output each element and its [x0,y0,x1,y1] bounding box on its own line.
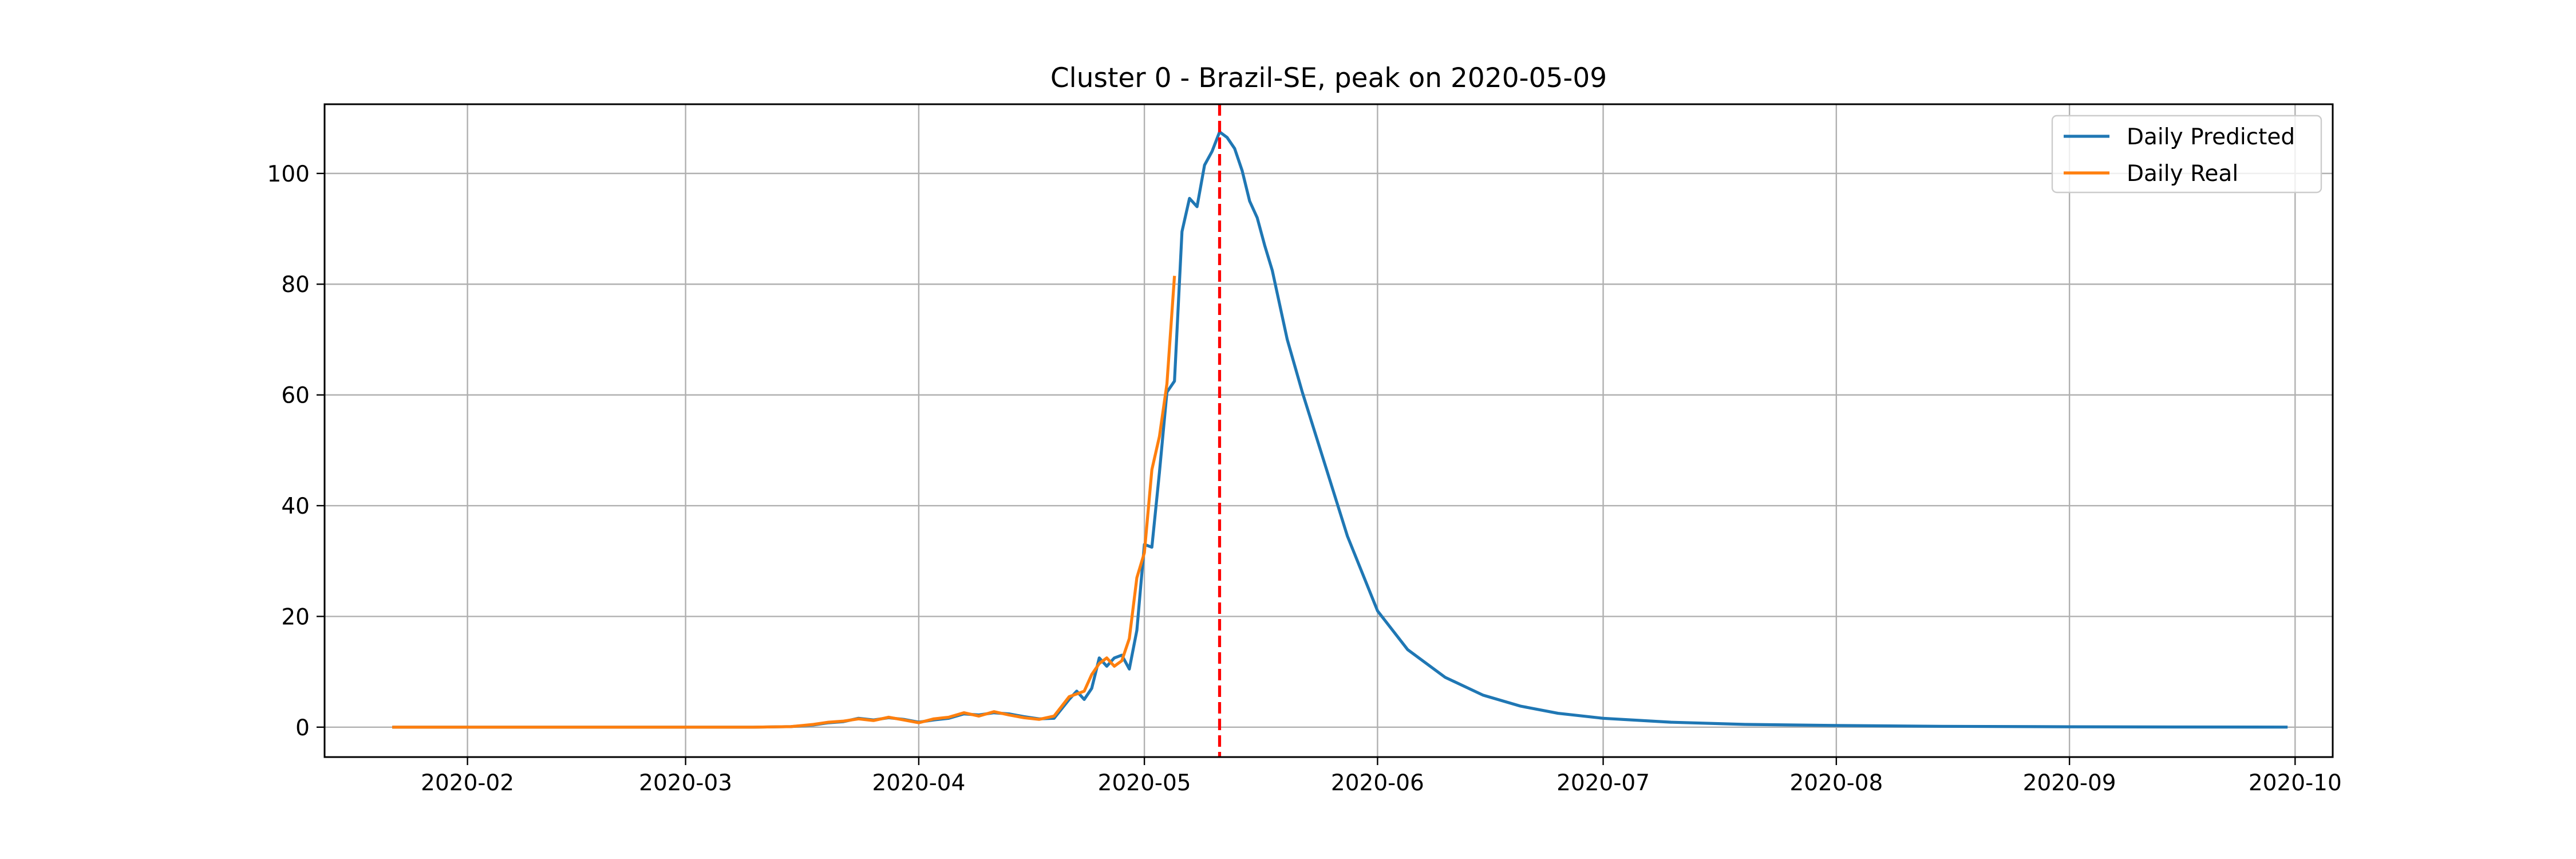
legend-label: Daily Real [2127,161,2238,187]
y-tick-label: 60 [281,383,310,409]
legend-label: Daily Predicted [2127,124,2295,150]
x-tick-label: 2020-02 [421,770,514,796]
legend-box [2051,115,2322,194]
x-tick-label: 2020-08 [1789,770,1883,796]
x-tick-label: 2020-03 [639,770,732,796]
y-tick-label: 0 [295,715,310,741]
plot-area [392,104,2288,757]
x-tick-label: 2020-07 [1556,770,1650,796]
x-axis: 2020-02 2020-03 2020-04 2020-05 2020-06 2020-… [421,757,2342,796]
y-tick-label: 40 [281,494,310,519]
y-tick-label: 100 [267,161,310,187]
y-axis: 0 20 40 60 80 100 [267,161,325,741]
x-tick-label: 2020-05 [1098,770,1191,796]
x-tick-label: 2020-09 [2023,770,2116,796]
series-line-daily-real [392,275,1176,729]
legend: Daily Predicted Daily Real [2051,115,2322,194]
x-tick-label: 2020-06 [1331,770,1424,796]
plot-frame [323,103,2334,758]
y-tick-label: 80 [281,272,310,298]
y-tick-label: 20 [281,604,310,630]
x-tick-label: 2020-04 [872,770,965,796]
chart-title: Cluster 0 - Brazil-SE, peak on 2020-05-0… [1050,62,1607,94]
x-tick-label: 2020-10 [2249,770,2342,796]
